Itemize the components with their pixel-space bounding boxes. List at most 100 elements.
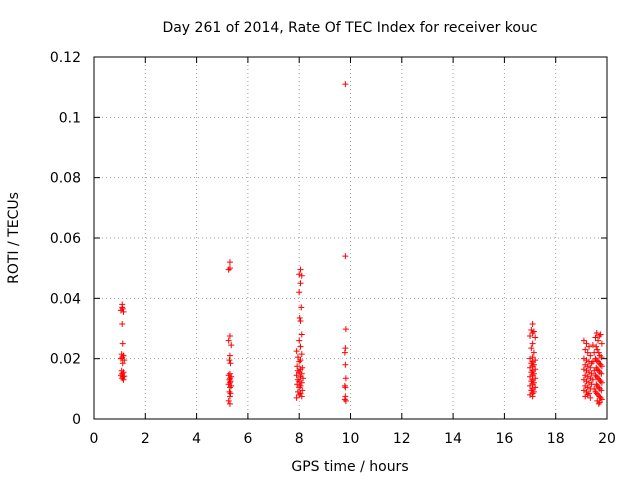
data-point bbox=[530, 349, 537, 356]
data-point bbox=[298, 304, 305, 311]
data-point bbox=[342, 81, 349, 88]
data-point bbox=[120, 376, 127, 383]
data-point bbox=[298, 331, 305, 338]
data-point bbox=[294, 381, 301, 388]
data-point bbox=[582, 393, 589, 400]
data-point bbox=[298, 272, 305, 279]
data-point bbox=[342, 253, 349, 260]
data-point bbox=[226, 393, 233, 400]
data-point bbox=[225, 266, 232, 273]
x-tick-label: 6 bbox=[243, 431, 252, 447]
data-point bbox=[596, 352, 603, 359]
data-point bbox=[341, 396, 348, 403]
data-point bbox=[293, 372, 300, 379]
data-point bbox=[342, 393, 349, 400]
data-point bbox=[595, 349, 602, 356]
data-point bbox=[298, 379, 305, 386]
x-tick-labels: 0 2 4 6 8 10 12 14 16 18 20 bbox=[90, 431, 616, 447]
x-tick-label: 14 bbox=[444, 431, 462, 447]
data-point bbox=[296, 358, 303, 365]
data-point bbox=[298, 393, 305, 400]
data-point bbox=[227, 360, 234, 367]
data-point bbox=[527, 333, 534, 340]
data-point bbox=[598, 354, 605, 361]
y-tick-label: 0 bbox=[72, 412, 81, 428]
data-point bbox=[293, 394, 300, 401]
data-point bbox=[119, 360, 126, 367]
data-point bbox=[589, 376, 596, 383]
x-tick-label: 2 bbox=[141, 431, 150, 447]
data-point bbox=[529, 330, 536, 337]
y-tick-labels: 0 0.02 0.04 0.06 0.08 0.1 0.12 bbox=[50, 50, 81, 428]
y-tick-label: 0.12 bbox=[50, 50, 81, 66]
data-point bbox=[589, 358, 596, 365]
data-point bbox=[527, 355, 534, 362]
x-tick-label: 20 bbox=[598, 431, 616, 447]
data-point bbox=[341, 349, 348, 356]
x-tick-label: 10 bbox=[342, 431, 360, 447]
data-point bbox=[121, 357, 128, 364]
data-point bbox=[594, 346, 601, 353]
data-point bbox=[297, 317, 304, 324]
data-point bbox=[527, 382, 534, 389]
data-point bbox=[294, 363, 301, 370]
data-point bbox=[595, 400, 602, 407]
axis-ticks bbox=[93, 56, 608, 420]
data-point bbox=[341, 382, 348, 389]
data-point bbox=[226, 357, 233, 364]
data-point bbox=[342, 397, 349, 404]
y-tick-label: 0.08 bbox=[50, 171, 81, 187]
data-point bbox=[225, 397, 232, 404]
data-point bbox=[226, 384, 233, 391]
data-point bbox=[226, 333, 233, 340]
data-point bbox=[588, 370, 595, 377]
data-point bbox=[119, 340, 126, 347]
data-point bbox=[580, 337, 587, 344]
data-point bbox=[298, 351, 305, 358]
data-point bbox=[591, 385, 598, 392]
data-point bbox=[587, 394, 594, 401]
x-tick-label: 4 bbox=[192, 431, 201, 447]
y-axis-label: ROTI / TECUs bbox=[6, 192, 22, 284]
data-point bbox=[228, 342, 235, 349]
data-point bbox=[342, 375, 349, 382]
data-point bbox=[598, 379, 605, 386]
data-point bbox=[298, 370, 305, 377]
data-point bbox=[300, 375, 307, 382]
data-point bbox=[296, 314, 303, 321]
data-point bbox=[529, 393, 536, 400]
data-point bbox=[299, 387, 306, 394]
data-point bbox=[584, 349, 591, 356]
data-point bbox=[342, 345, 349, 352]
x-tick-label: 16 bbox=[495, 431, 513, 447]
y-tick-label: 0.1 bbox=[59, 110, 81, 126]
data-point bbox=[598, 363, 605, 370]
data-point bbox=[529, 320, 536, 327]
data-point bbox=[294, 354, 301, 361]
data-point bbox=[528, 345, 535, 352]
x-tick-label: 0 bbox=[90, 431, 99, 447]
data-point bbox=[342, 361, 349, 368]
data-point bbox=[586, 343, 593, 350]
data-point bbox=[582, 346, 589, 353]
data-point bbox=[529, 340, 536, 347]
data-point bbox=[589, 342, 596, 349]
data-point bbox=[117, 355, 124, 362]
data-point bbox=[297, 266, 304, 273]
x-tick-label: 8 bbox=[295, 431, 304, 447]
data-point bbox=[296, 337, 303, 344]
data-point bbox=[592, 334, 599, 341]
data-point bbox=[120, 308, 127, 315]
data-point bbox=[297, 280, 304, 287]
x-axis-label: GPS time / hours bbox=[291, 459, 408, 475]
chart-title: Day 261 of 2014, Rate Of TEC Index for r… bbox=[162, 20, 537, 36]
data-point bbox=[297, 343, 304, 350]
data-point bbox=[587, 352, 594, 359]
x-tick-label: 18 bbox=[547, 431, 565, 447]
data-point bbox=[342, 384, 349, 391]
y-tick-label: 0.06 bbox=[50, 231, 81, 247]
data-point bbox=[598, 396, 605, 403]
data-point bbox=[593, 343, 600, 350]
grid-lines bbox=[94, 57, 607, 419]
